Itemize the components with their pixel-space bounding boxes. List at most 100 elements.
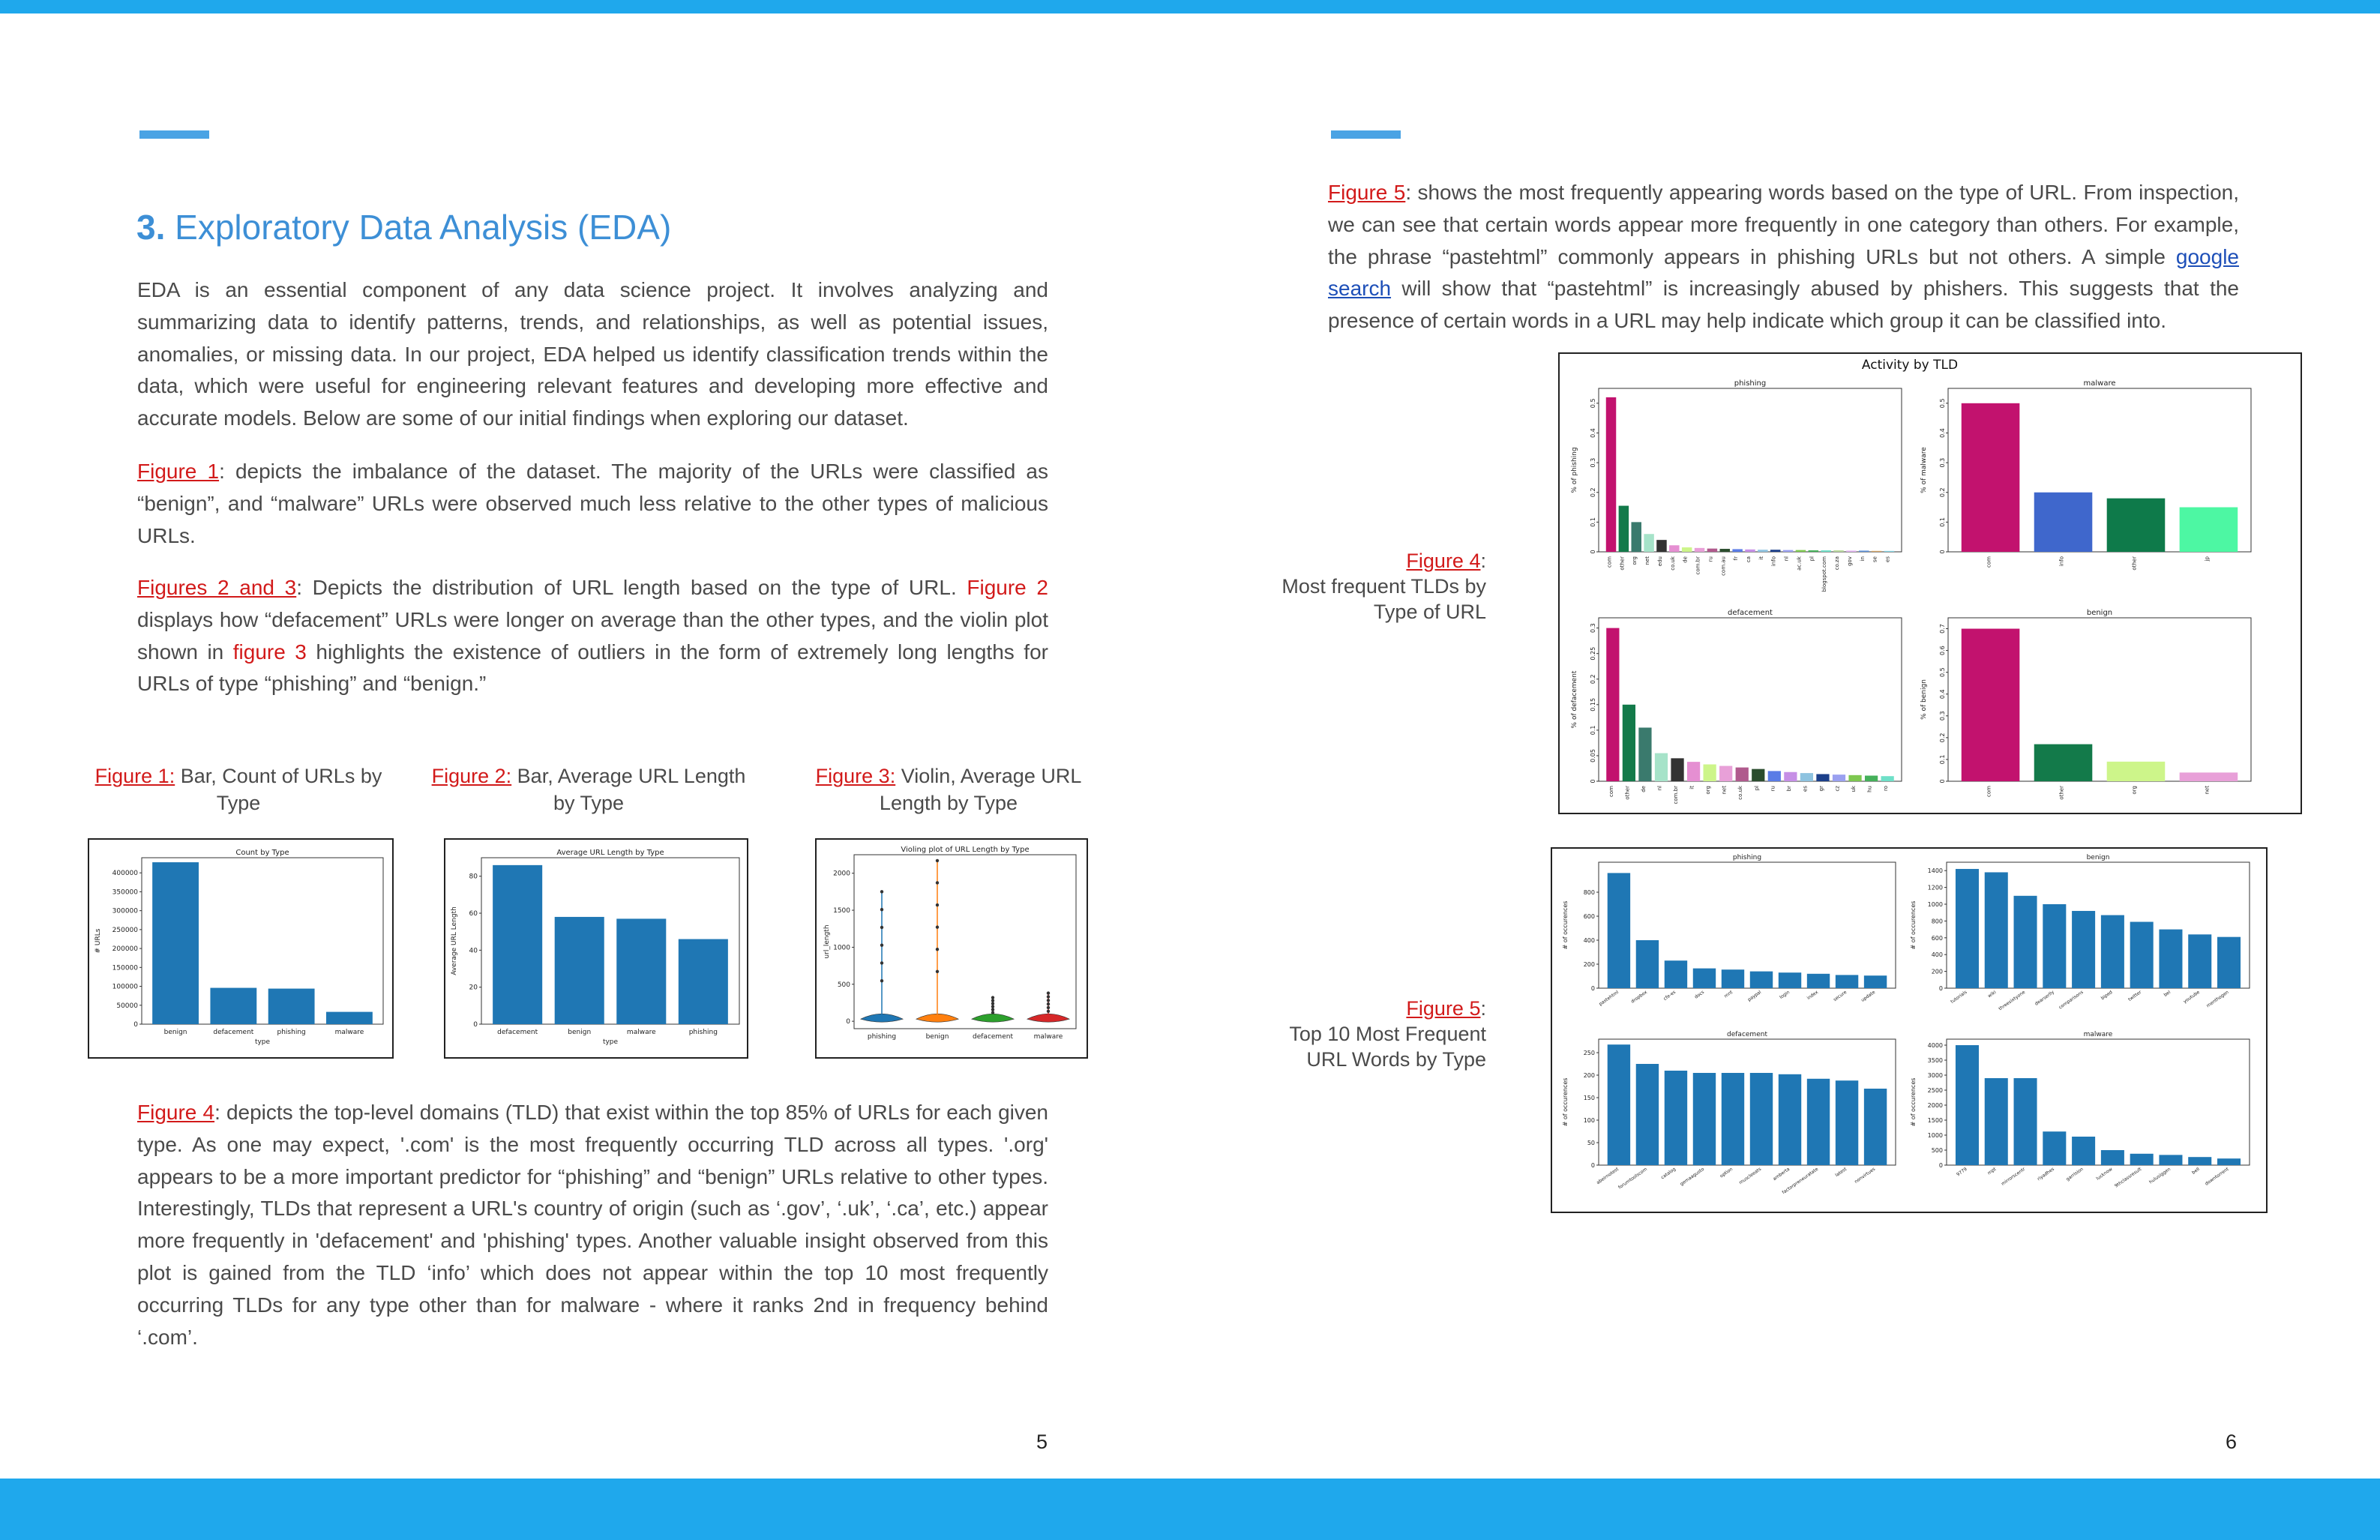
bar xyxy=(1864,775,1878,781)
x-tick-label: pl xyxy=(1754,786,1760,790)
y-tick-label: 0.3 xyxy=(1590,623,1596,633)
x-tick-label: com.au xyxy=(1720,556,1726,576)
x-tick-label: es xyxy=(1802,786,1808,792)
chart-title: malware xyxy=(2084,379,2116,388)
bar xyxy=(2034,744,2093,781)
y-tick-label: 0 xyxy=(1591,1162,1595,1169)
bar xyxy=(1721,1073,1745,1165)
bar xyxy=(1752,769,1765,781)
y-tick-label: 0.5 xyxy=(1939,398,1946,408)
bar xyxy=(1703,764,1716,781)
outlier-point xyxy=(935,858,940,863)
bar xyxy=(1749,1073,1773,1165)
x-tick-label: other xyxy=(2131,556,2137,571)
plot-frame xyxy=(853,854,1077,1029)
x-tick-label: ro xyxy=(1883,786,1889,791)
y-tick-label: 350000 xyxy=(112,888,139,896)
x-tick-label: comparisons xyxy=(2058,990,2084,1011)
figure4-paragraph: Figure 4: depicts the top-level domains … xyxy=(137,1097,1048,1353)
chart-title: defacement xyxy=(1727,1031,1767,1038)
outlier-point xyxy=(991,1008,995,1011)
figure5-paragraph-text-a: : shows the most frequently appearing wo… xyxy=(1328,181,2239,268)
y-tick-label: 800 xyxy=(1584,889,1595,896)
x-tick-label: muscleeats xyxy=(1738,1167,1762,1185)
bar xyxy=(1778,1074,1802,1165)
figure3-caption-ref[interactable]: Figure 3: xyxy=(815,765,896,787)
x-tick-label: twitter xyxy=(2127,990,2143,1002)
figure2-caption-ref[interactable]: Figure 2: xyxy=(431,765,512,787)
y-axis-label: # of occurences xyxy=(1910,1078,1917,1127)
x-tick-label: dearserlly xyxy=(2034,990,2056,1007)
plot-frame xyxy=(141,857,384,1025)
bar xyxy=(1961,628,2020,781)
bar xyxy=(2179,772,2238,781)
bar xyxy=(1800,773,1814,781)
y-tick-label: 0.3 xyxy=(1939,711,1946,721)
y-tick-label: 1200 xyxy=(1928,885,1943,891)
outlier-point xyxy=(1046,1002,1051,1006)
bar xyxy=(1606,628,1620,781)
figure1-link[interactable]: Figure 1 xyxy=(137,460,220,483)
y-tick-label: 40 xyxy=(469,947,478,954)
bar xyxy=(2106,498,2166,552)
bar xyxy=(1806,1078,1830,1165)
x-tick-label: malware xyxy=(627,1029,656,1036)
google-search-link[interactable]: google search xyxy=(1328,244,2239,301)
figure3-inline-ref[interactable]: figure 3 xyxy=(232,640,307,664)
chart-title: malware xyxy=(2084,1031,2113,1038)
figure2-inline-ref[interactable]: Figure 2 xyxy=(967,576,1048,599)
outlier-point xyxy=(1046,991,1051,995)
figures-2-3-link[interactable]: Figures 2 and 3 xyxy=(137,576,297,599)
x-tick-label: update xyxy=(1860,990,1877,1003)
x-tick-label: net xyxy=(1644,556,1650,565)
y-tick-label: 0 xyxy=(1939,779,1946,783)
figure4-caption-ref[interactable]: Figure 4 xyxy=(1406,550,1481,572)
bar xyxy=(2100,915,2124,988)
bar xyxy=(2188,934,2212,988)
bar xyxy=(2072,910,2096,988)
bar xyxy=(1863,1089,1887,1165)
x-axis-label: type xyxy=(255,1038,271,1046)
figure5-link[interactable]: Figure 5 xyxy=(1328,181,1406,204)
y-axis-label: url_length xyxy=(823,924,831,958)
outlier-point xyxy=(1046,1009,1051,1013)
x-tick-label: wiki xyxy=(1987,990,1998,999)
x-tick-label: ru xyxy=(1707,556,1713,562)
y-tick-label: 0.3 xyxy=(1590,458,1596,468)
x-tick-label: org xyxy=(1632,556,1638,565)
x-tick-label: info xyxy=(1771,556,1777,566)
y-axis-label: # of occurences xyxy=(1910,901,1917,950)
bar xyxy=(210,987,257,1024)
x-tick-label: de xyxy=(1683,556,1689,563)
bar xyxy=(1671,758,1684,781)
bar xyxy=(1955,1045,1979,1165)
outlier-point xyxy=(1046,999,1051,1002)
bar xyxy=(1635,1064,1659,1165)
bar xyxy=(678,939,728,1024)
figure4-link[interactable]: Figure 4 xyxy=(137,1101,215,1124)
figure1-caption-ref[interactable]: Figure 1: xyxy=(94,765,175,787)
y-tick-label: 100 xyxy=(1584,1117,1595,1124)
y-tick-label: 0.1 xyxy=(1939,755,1946,765)
figure2-chart: Average URL Length by Type 0 20 40 60 80 Avera… xyxy=(444,838,748,1059)
bar xyxy=(554,916,604,1024)
bar xyxy=(1732,549,1743,552)
bar xyxy=(2043,1131,2067,1165)
figure5-caption-ref[interactable]: Figure 5 xyxy=(1406,997,1481,1020)
x-tick-label: com xyxy=(1986,556,1992,568)
chart-title: benign xyxy=(2087,854,2110,861)
y-tick-label: 1400 xyxy=(1928,867,1943,874)
y-tick-label: 2000 xyxy=(833,870,850,878)
figure3-caption: Figure 3: Violin, Average URL Length by … xyxy=(806,763,1091,816)
x-tick-label: blogspot.com xyxy=(1821,556,1827,592)
x-tick-label: uk xyxy=(1851,785,1857,792)
x-tick-label: org xyxy=(2131,786,2137,794)
x-tick-label: es xyxy=(1884,556,1890,562)
figure1-chart: Count by Type 0 50000 100000 150000 200000 250… xyxy=(88,838,394,1059)
bar xyxy=(1694,547,1705,552)
x-tick-label: phishing xyxy=(277,1029,306,1036)
y-tick-label: 0.4 xyxy=(1939,428,1946,438)
bar xyxy=(1770,550,1781,552)
y-tick-label: 3500 xyxy=(1928,1057,1943,1064)
bar xyxy=(326,1011,373,1024)
